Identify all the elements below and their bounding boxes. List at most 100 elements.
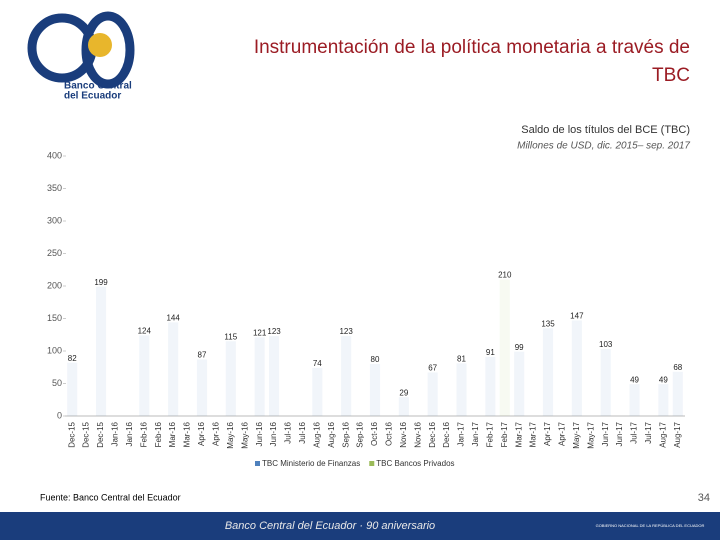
- x-tick-label: Apr-16: [212, 421, 221, 446]
- legend-label: TBC Ministerio de Finanzas: [262, 459, 360, 468]
- y-tick-label: 100: [47, 345, 62, 355]
- data-label: 91: [486, 348, 495, 357]
- x-tick-label: Jun-17: [615, 421, 624, 446]
- bar: [427, 372, 438, 416]
- slide-title: Instrumentación de la política monetaria…: [254, 37, 690, 58]
- chart-title: Saldo de los títulos del BCE (TBC): [521, 124, 690, 136]
- plot: 0 50 100 150 200 250 300 350 400 Dec-15 Dec-15 Dec-…: [47, 150, 685, 468]
- x-tick-label: Feb-17: [485, 421, 494, 447]
- bar: [499, 279, 510, 416]
- bar: [196, 359, 208, 416]
- x-tick-label: Dec-15: [96, 421, 105, 447]
- bar: [571, 320, 582, 416]
- x-tick-label: Jan-16: [125, 421, 134, 446]
- x-tick-label: Aug-16: [312, 421, 321, 447]
- data-label: 135: [541, 319, 555, 328]
- x-tick-label: Aug-17: [658, 421, 667, 447]
- x-tick-label: Dec-16: [428, 421, 437, 447]
- x-tick-label: Jan-16: [111, 421, 120, 446]
- x-tick-label: Jul-16: [284, 421, 293, 443]
- data-label: 147: [570, 312, 584, 321]
- bar: [96, 286, 107, 416]
- x-tick-label: Jan-17: [471, 421, 480, 446]
- bar: [67, 362, 78, 416]
- legend-label: TBC Bancos Privados: [376, 459, 454, 468]
- y-tick-label: 350: [47, 183, 62, 193]
- bar: [672, 371, 683, 416]
- data-label: 82: [68, 354, 77, 363]
- bar: [269, 336, 280, 416]
- x-tick-label: Nov-16: [413, 421, 422, 447]
- x-tick-label: May-16: [240, 421, 249, 448]
- data-label: 68: [673, 363, 682, 372]
- x-tick-label: Feb-17: [500, 421, 509, 447]
- x-tick-label: Apr-17: [543, 421, 552, 446]
- x-tick-label: Sep-16: [341, 421, 350, 447]
- data-label: 67: [428, 364, 437, 373]
- data-label: 124: [138, 327, 152, 336]
- data-label: 144: [166, 314, 180, 323]
- footer-band: [0, 512, 720, 540]
- data-label: 74: [313, 359, 322, 368]
- data-label: 87: [198, 351, 207, 360]
- bar: [369, 364, 381, 416]
- x-tick-label: Jun-17: [601, 421, 610, 446]
- data-label: 81: [457, 354, 466, 363]
- x-tick-label: Oct-16: [370, 421, 379, 446]
- bar: [168, 322, 179, 416]
- x-tick-label: Mar-16: [183, 421, 192, 447]
- data-label: 103: [599, 340, 613, 349]
- x-tick-label: Jul-17: [630, 421, 639, 443]
- x-tick-label: Jun-16: [255, 421, 264, 446]
- bar: [542, 328, 554, 416]
- data-label: 199: [94, 278, 108, 287]
- data-label: 123: [267, 327, 281, 336]
- x-tick-label: Dec-15: [67, 421, 76, 447]
- logo-zero: [81, 11, 135, 89]
- data-label: 99: [515, 343, 524, 352]
- x-tick-label: Oct-16: [385, 421, 394, 446]
- logo-text: del Ecuador: [64, 91, 121, 102]
- data-label: 123: [339, 327, 353, 336]
- x-tick-label: Jun-16: [269, 421, 278, 446]
- x-tick-label: Aug-16: [327, 421, 336, 447]
- x-tick-label: May-16: [226, 421, 235, 448]
- footer-text: Banco Central del Ecuador · 90 aniversar…: [225, 520, 435, 532]
- slide-title: TBC: [652, 65, 690, 86]
- chart-subtitle: Millones de USD, dic. 2015– sep. 2017: [517, 141, 690, 152]
- x-tick-label: Jan-17: [457, 421, 466, 446]
- bar: [456, 363, 467, 416]
- x-tick-label: Apr-17: [558, 421, 567, 446]
- x-tick-label: Apr-16: [197, 421, 206, 446]
- x-tick-label: Feb-16: [154, 421, 163, 447]
- x-tick-label: Mar-17: [529, 421, 538, 447]
- bar: [658, 384, 669, 416]
- bar: [514, 351, 525, 416]
- bar: [398, 397, 409, 416]
- logo: Banco Central del Ecuador: [27, 11, 135, 102]
- logo-text: Banco Central: [64, 81, 132, 92]
- y-tick-label: 300: [47, 215, 62, 225]
- bar: [254, 337, 265, 416]
- y-tick-label: 200: [47, 280, 62, 290]
- bar: [225, 341, 236, 416]
- y-tick-label: 0: [57, 410, 62, 420]
- x-tick-label: Nov-16: [399, 421, 408, 447]
- y-tick-label: 250: [47, 248, 62, 258]
- data-label: 49: [659, 375, 668, 384]
- y-tick-label: 50: [52, 378, 62, 388]
- x-tick-label: May-17: [586, 421, 595, 448]
- bar: [629, 384, 640, 416]
- legend-swatch: [369, 461, 375, 466]
- x-tick-label: Aug-17: [673, 421, 682, 447]
- data-label: 80: [371, 355, 380, 364]
- page-number: 34: [698, 492, 710, 504]
- x-tick-label: Dec-16: [442, 421, 451, 447]
- y-tick-label: 150: [47, 313, 62, 323]
- data-label: 121: [253, 328, 267, 337]
- bar: [139, 335, 150, 416]
- x-tick-label: Dec-15: [82, 421, 91, 447]
- source: Fuente: Banco Central del Ecuador: [40, 492, 181, 502]
- x-tick-label: Jul-17: [644, 421, 653, 443]
